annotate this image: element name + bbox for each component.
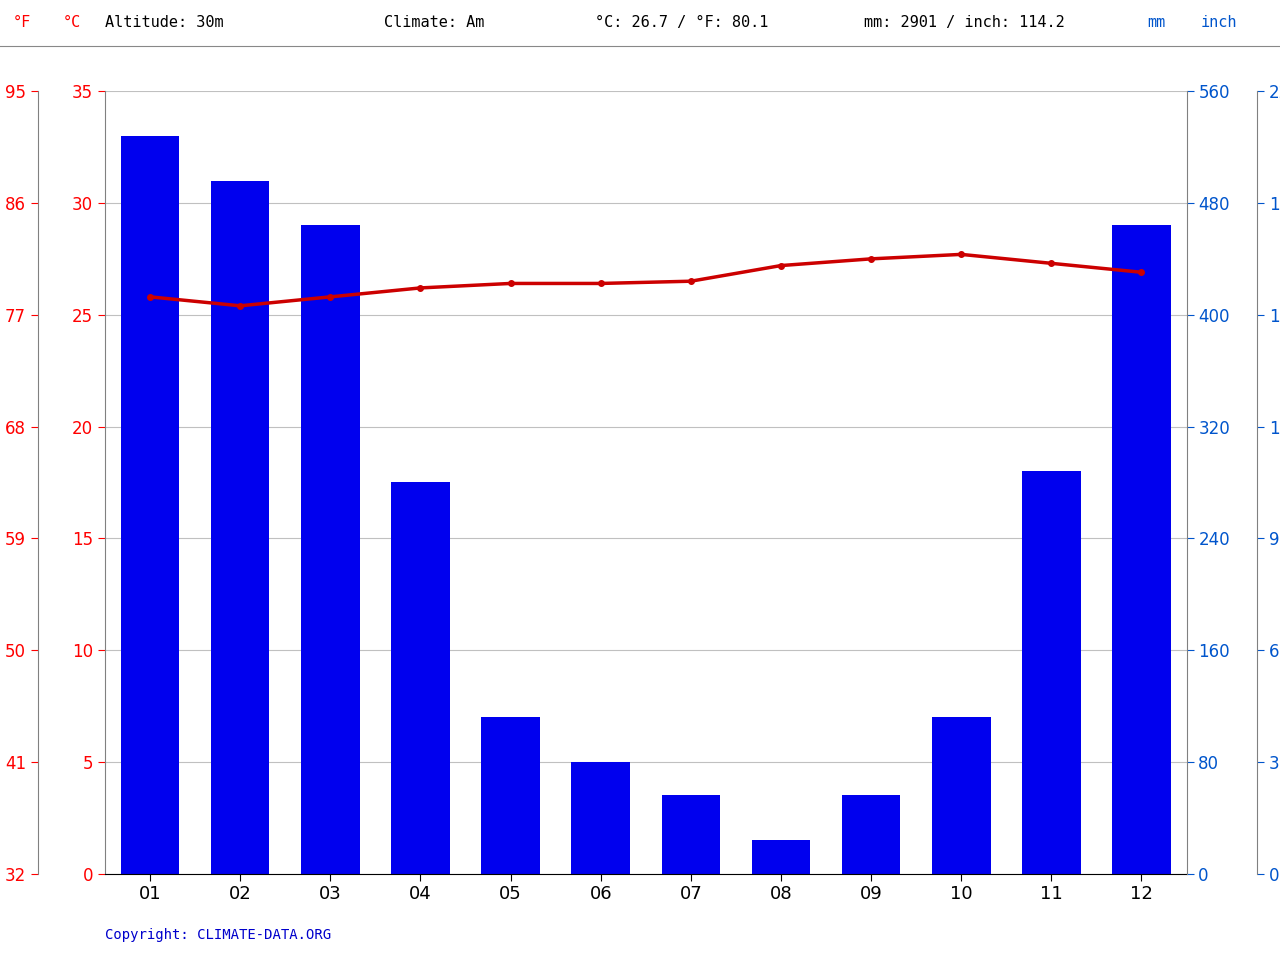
Text: Copyright: CLIMATE-DATA.ORG: Copyright: CLIMATE-DATA.ORG	[105, 928, 332, 942]
Bar	[751, 840, 810, 874]
Bar	[571, 762, 630, 874]
Text: Altitude: 30m: Altitude: 30m	[105, 14, 224, 30]
Text: mm: 2901 / inch: 114.2: mm: 2901 / inch: 114.2	[864, 14, 1065, 30]
Text: °F: °F	[13, 14, 31, 30]
Bar	[932, 717, 991, 874]
Bar	[120, 136, 179, 874]
Bar	[301, 226, 360, 874]
Bar	[1021, 471, 1080, 874]
Bar	[481, 717, 540, 874]
Text: Climate: Am: Climate: Am	[384, 14, 484, 30]
Text: °C: 26.7 / °F: 80.1: °C: 26.7 / °F: 80.1	[595, 14, 768, 30]
Bar	[1112, 226, 1171, 874]
Text: mm: mm	[1147, 14, 1165, 30]
Bar	[662, 795, 721, 874]
Text: inch: inch	[1201, 14, 1238, 30]
Bar	[842, 795, 900, 874]
Text: °C: °C	[63, 14, 81, 30]
Bar	[211, 180, 270, 874]
Bar	[392, 483, 449, 874]
